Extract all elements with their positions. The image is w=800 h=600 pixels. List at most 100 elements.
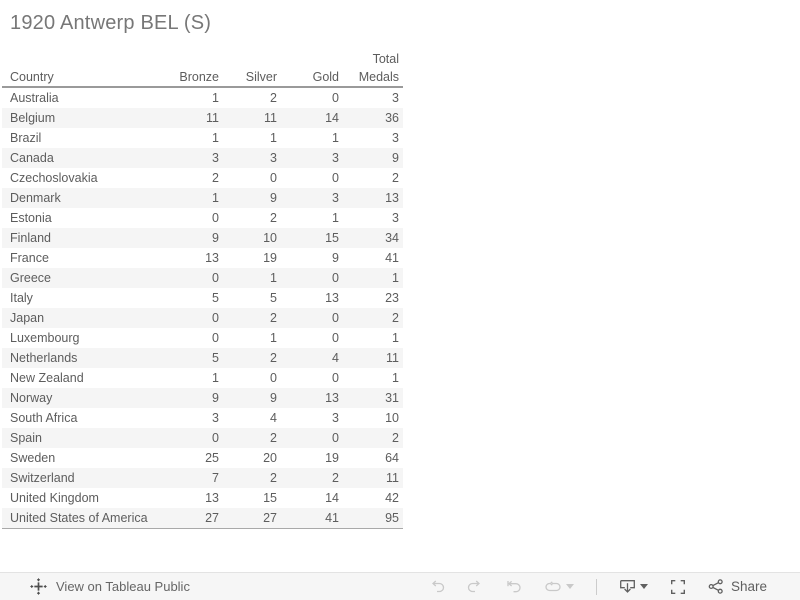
- table-row[interactable]: Luxembourg 0 1 0 1: [2, 328, 403, 348]
- cell-silver: 27: [263, 511, 277, 525]
- tableau-toolbar: View on Tableau Public: [0, 572, 800, 600]
- cell-gold: 15: [325, 231, 339, 245]
- column-header-total-medals[interactable]: Medals: [358, 70, 399, 84]
- table-row[interactable]: Estonia 0 2 1 3: [2, 208, 403, 228]
- cell-country: Norway: [10, 391, 53, 405]
- table-row[interactable]: Denmark 1 9 3 13: [2, 188, 403, 208]
- cell-silver: 5: [270, 291, 277, 305]
- column-header-bronze[interactable]: Bronze: [179, 70, 219, 84]
- cell-country: Brazil: [10, 131, 42, 145]
- cell-bronze: 11: [206, 111, 219, 125]
- redo-button[interactable]: [467, 580, 483, 593]
- fullscreen-icon: [670, 579, 686, 595]
- column-header-country[interactable]: Country: [10, 70, 54, 84]
- cell-silver: 3: [270, 151, 277, 165]
- cell-country: New Zealand: [10, 371, 84, 385]
- table-row[interactable]: Brazil 1 1 1 3: [2, 128, 403, 148]
- table-row[interactable]: France 13 19 9 41: [2, 248, 403, 268]
- cell-bronze: 0: [212, 211, 219, 225]
- cell-total-medals: 41: [385, 251, 399, 265]
- refresh-button[interactable]: [544, 580, 574, 593]
- cell-silver: 20: [263, 451, 277, 465]
- column-header-silver[interactable]: Silver: [245, 70, 277, 84]
- column-header-total-line1: Total: [372, 52, 399, 66]
- cell-bronze: 7: [212, 471, 219, 485]
- view-on-tableau-public-link[interactable]: View on Tableau Public: [30, 578, 190, 595]
- table-row[interactable]: Australia 1 2 0 3: [2, 88, 403, 108]
- cell-silver: 1: [270, 131, 277, 145]
- column-header-gold[interactable]: Gold: [312, 70, 339, 84]
- cell-total-medals: 31: [385, 391, 399, 405]
- table-row[interactable]: Switzerland 7 2 2 11: [2, 468, 403, 488]
- toolbar-divider: [595, 578, 597, 595]
- cell-silver: 2: [270, 471, 277, 485]
- undo-button[interactable]: [429, 580, 445, 593]
- cell-silver: 2: [270, 311, 277, 325]
- table-row[interactable]: South Africa 3 4 3 10: [2, 408, 403, 428]
- table-row[interactable]: Spain 0 2 0 2: [2, 428, 403, 448]
- cell-country: Greece: [10, 271, 51, 285]
- table-row[interactable]: Sweden 25 20 19 64: [2, 448, 403, 468]
- download-button[interactable]: [619, 579, 648, 594]
- cell-total-medals: 10: [385, 411, 399, 425]
- reset-button[interactable]: [505, 580, 522, 593]
- cell-bronze: 9: [212, 231, 219, 245]
- cell-total-medals: 11: [386, 471, 399, 485]
- cell-country: Spain: [10, 431, 42, 445]
- table-row[interactable]: Belgium 11 11 14 36: [2, 108, 403, 128]
- cell-bronze: 0: [212, 311, 219, 325]
- cell-country: Italy: [10, 291, 33, 305]
- cell-gold: 0: [332, 371, 339, 385]
- cell-country: France: [10, 251, 49, 265]
- cell-country: Sweden: [10, 451, 56, 465]
- refresh-caret-icon[interactable]: [565, 584, 574, 589]
- table-row[interactable]: Italy 5 5 13 23: [2, 288, 403, 308]
- download-caret-icon[interactable]: [639, 584, 648, 589]
- cell-total-medals: 13: [385, 191, 399, 205]
- table-row[interactable]: United Kingdom 13 15 14 42: [2, 488, 403, 508]
- cell-gold: 3: [332, 191, 339, 205]
- table-row[interactable]: Finland 9 10 15 34: [2, 228, 403, 248]
- cell-total-medals: 2: [392, 431, 399, 445]
- table-row[interactable]: United States of America 27 27 41 95: [2, 508, 403, 528]
- fullscreen-button[interactable]: [670, 579, 686, 595]
- cell-total-medals: 2: [392, 311, 399, 325]
- cell-gold: 41: [325, 511, 339, 525]
- download-icon: [619, 579, 636, 594]
- cell-total-medals: 9: [392, 151, 399, 165]
- table-row[interactable]: Czechoslovakia 2 0 0 2: [2, 168, 403, 188]
- cell-bronze: 1: [212, 91, 219, 105]
- cell-bronze: 13: [205, 251, 219, 265]
- cell-silver: 10: [263, 231, 277, 245]
- cell-country: United States of America: [10, 511, 148, 525]
- cell-silver: 1: [270, 331, 277, 345]
- cell-gold: 0: [332, 271, 339, 285]
- cell-total-medals: 1: [392, 331, 399, 345]
- cell-gold: 13: [325, 391, 339, 405]
- table-row[interactable]: Norway 9 9 13 31: [2, 388, 403, 408]
- cell-country: Switzerland: [10, 471, 75, 485]
- cell-total-medals: 3: [392, 211, 399, 225]
- tableau-logo-icon: [30, 578, 47, 595]
- cell-gold: 14: [325, 491, 339, 505]
- cell-total-medals: 11: [386, 351, 399, 365]
- cell-country: Japan: [10, 311, 45, 325]
- table-row[interactable]: Japan 0 2 0 2: [2, 308, 403, 328]
- revert-icon: [505, 580, 522, 593]
- share-button[interactable]: Share: [708, 579, 767, 594]
- cell-gold: 0: [332, 311, 339, 325]
- table-row[interactable]: Canada 3 3 3 9: [2, 148, 403, 168]
- cell-country: Belgium: [10, 111, 56, 125]
- cell-bronze: 1: [212, 371, 219, 385]
- cell-country: Estonia: [10, 211, 52, 225]
- share-icon: [708, 579, 724, 594]
- cell-bronze: 0: [212, 331, 219, 345]
- table-row[interactable]: New Zealand 1 0 0 1: [2, 368, 403, 388]
- cell-gold: 1: [332, 131, 339, 145]
- cell-country: Czechoslovakia: [10, 171, 98, 185]
- table-row[interactable]: Netherlands 5 2 4 11: [2, 348, 403, 368]
- cell-total-medals: 42: [385, 491, 399, 505]
- table-row[interactable]: Greece 0 1 0 1: [2, 268, 403, 288]
- medals-table: Total Country Bronze Silver Gold Medals …: [2, 50, 403, 529]
